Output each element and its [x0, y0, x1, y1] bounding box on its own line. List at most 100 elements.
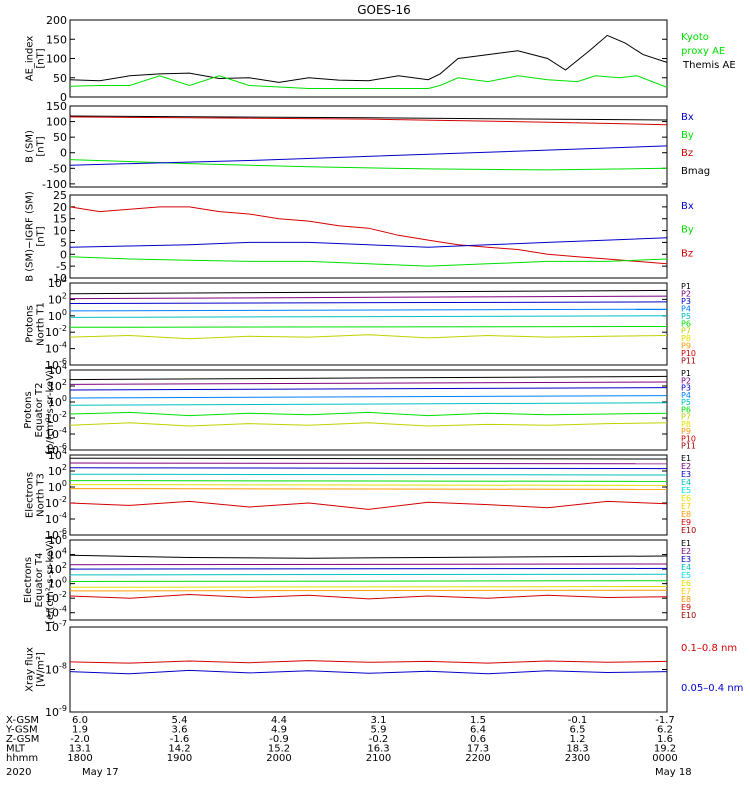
series-line-p6 — [69, 326, 668, 328]
legend-entry: E2 — [681, 547, 691, 556]
y-tick-label: 10-4 — [45, 511, 67, 526]
series-line-kyoto-proxy-ae — [69, 75, 668, 89]
series-line-e1 — [69, 554, 668, 559]
y-tick-label: 150 — [46, 100, 67, 113]
y-axis-label: [nT] — [36, 226, 47, 246]
axis-row-value: -2.0 — [70, 734, 90, 745]
legend-entry: P10 — [681, 434, 696, 443]
y-tick-label: 15 — [53, 213, 67, 226]
bottom-axis: X-GSM 6.0 5.4 4.4 3.1 1.5 -0.1 -1.7 Y-GSM 1.9 3.6 4… — [5, 715, 692, 778]
series-line-e7 — [69, 589, 668, 592]
y-axis-label: AE_index — [25, 36, 36, 82]
panel-frame — [69, 282, 668, 366]
series-line-e5 — [69, 480, 668, 482]
series-line-e2 — [69, 563, 668, 566]
legend-entry: E5 — [681, 571, 691, 580]
axis-row-value: 6.2 — [657, 725, 673, 736]
y-axis-label: B (SM) — [25, 130, 36, 163]
legend-entry: proxy AE — [681, 46, 725, 57]
axis-row-value: 2300 — [565, 753, 590, 764]
legend-entry: P5 — [681, 398, 691, 407]
y-tick-label: 10-2 — [45, 495, 67, 510]
series-line-e9 — [69, 500, 668, 510]
y-tick-label: 104 — [48, 547, 67, 562]
axis-row-value: 16.3 — [367, 744, 389, 755]
legend-entry: E10 — [681, 526, 696, 535]
legend-entry: P3 — [681, 297, 691, 306]
legend-entry: 0.05–0.4 nm — [681, 683, 743, 694]
legend-entry: E3 — [681, 555, 691, 564]
date-start: May 17 — [82, 767, 119, 778]
series-line-p7 — [69, 334, 668, 340]
series-line-p4 — [69, 308, 668, 312]
legend-entry: E8 — [681, 510, 691, 519]
y-axis-label: Xray flux — [25, 647, 36, 692]
series-line-bz — [69, 206, 668, 265]
series-line-p3 — [69, 301, 668, 304]
series-line-p2 — [69, 295, 668, 300]
series-line-p4 — [69, 395, 668, 399]
axis-row-value: -0.2 — [369, 734, 389, 745]
axis-row-value: 1.2 — [570, 734, 586, 745]
series-line-by — [69, 159, 668, 171]
axis-row-value: 5.9 — [371, 725, 387, 736]
y-tick-label: 0 — [60, 248, 67, 261]
legend-entry: Bz — [681, 148, 693, 159]
y-tick-label: 100 — [48, 576, 67, 591]
y-tick-label: 10-4 — [45, 426, 67, 441]
legend-entry: 0.1–0.8 nm — [681, 643, 737, 654]
legend-entry: Bx — [681, 112, 694, 123]
series-line-p2 — [69, 381, 668, 385]
legend-entry: E10 — [681, 611, 696, 620]
y-tick-label: -100 — [42, 178, 67, 191]
legend-entry: E5 — [681, 486, 691, 495]
y-axis-label: Equator T2 — [34, 383, 45, 438]
legend-entry: E3 — [681, 470, 691, 479]
series-line-e7 — [69, 488, 668, 490]
series-line-e9 — [69, 593, 668, 600]
legend-entry: E2 — [681, 462, 691, 471]
legend-entry: P7 — [681, 327, 691, 336]
y-tick-label: -50 — [49, 162, 67, 175]
y-tick-label: 50 — [53, 131, 67, 144]
panel-bsm: -100 -50 0 50 100 150 B (SM) [nT] Bx By Bz Bmag — [25, 100, 711, 191]
axis-row-value: 0000 — [652, 753, 677, 764]
y-tick-label: 20 — [53, 201, 67, 214]
legend-entry: Bz — [681, 248, 693, 259]
y-tick-label: 100 — [48, 479, 67, 494]
legend-entry: E7 — [681, 587, 691, 596]
panel-frame — [69, 19, 668, 98]
legend-entry: E9 — [681, 603, 691, 612]
chart-title: GOES-16 — [357, 3, 411, 17]
y-axis-label: [p/(cm²-s-sr-keV)] — [45, 366, 56, 454]
series-line-by — [69, 256, 668, 267]
legend-entry: E9 — [681, 518, 691, 527]
y-tick-label: 10-8 — [45, 662, 67, 677]
legend-entry: P7 — [681, 413, 691, 422]
y-tick-label: 106 — [48, 532, 67, 547]
axis-row-value: -1.7 — [655, 715, 675, 726]
legend-entry: P6 — [681, 405, 691, 414]
y-tick-label: -5 — [56, 260, 67, 273]
y-axis-label: Electrons — [25, 472, 36, 518]
legend-entry: Bmag — [681, 166, 710, 177]
panel-frame — [69, 369, 668, 451]
y-tick-label: 200 — [46, 14, 67, 27]
y-tick-label: 104 — [48, 447, 67, 462]
series-line-p7 — [69, 422, 668, 427]
y-axis-label: [e/(cm²-s-sr-keV)] — [45, 536, 56, 624]
panel-frame — [69, 105, 668, 188]
y-tick-label: 10-4 — [45, 605, 67, 620]
panel-frame — [69, 194, 668, 279]
legend-entry: P9 — [681, 427, 691, 436]
legend-entry: Kyoto — [681, 32, 709, 43]
y-tick-label: 100 — [48, 394, 67, 409]
legend-entry: P1 — [681, 282, 691, 291]
series-line-0-1-0-8-nm — [69, 660, 668, 664]
y-tick-label: 104 — [48, 275, 67, 290]
series-line-bmag — [69, 115, 668, 121]
